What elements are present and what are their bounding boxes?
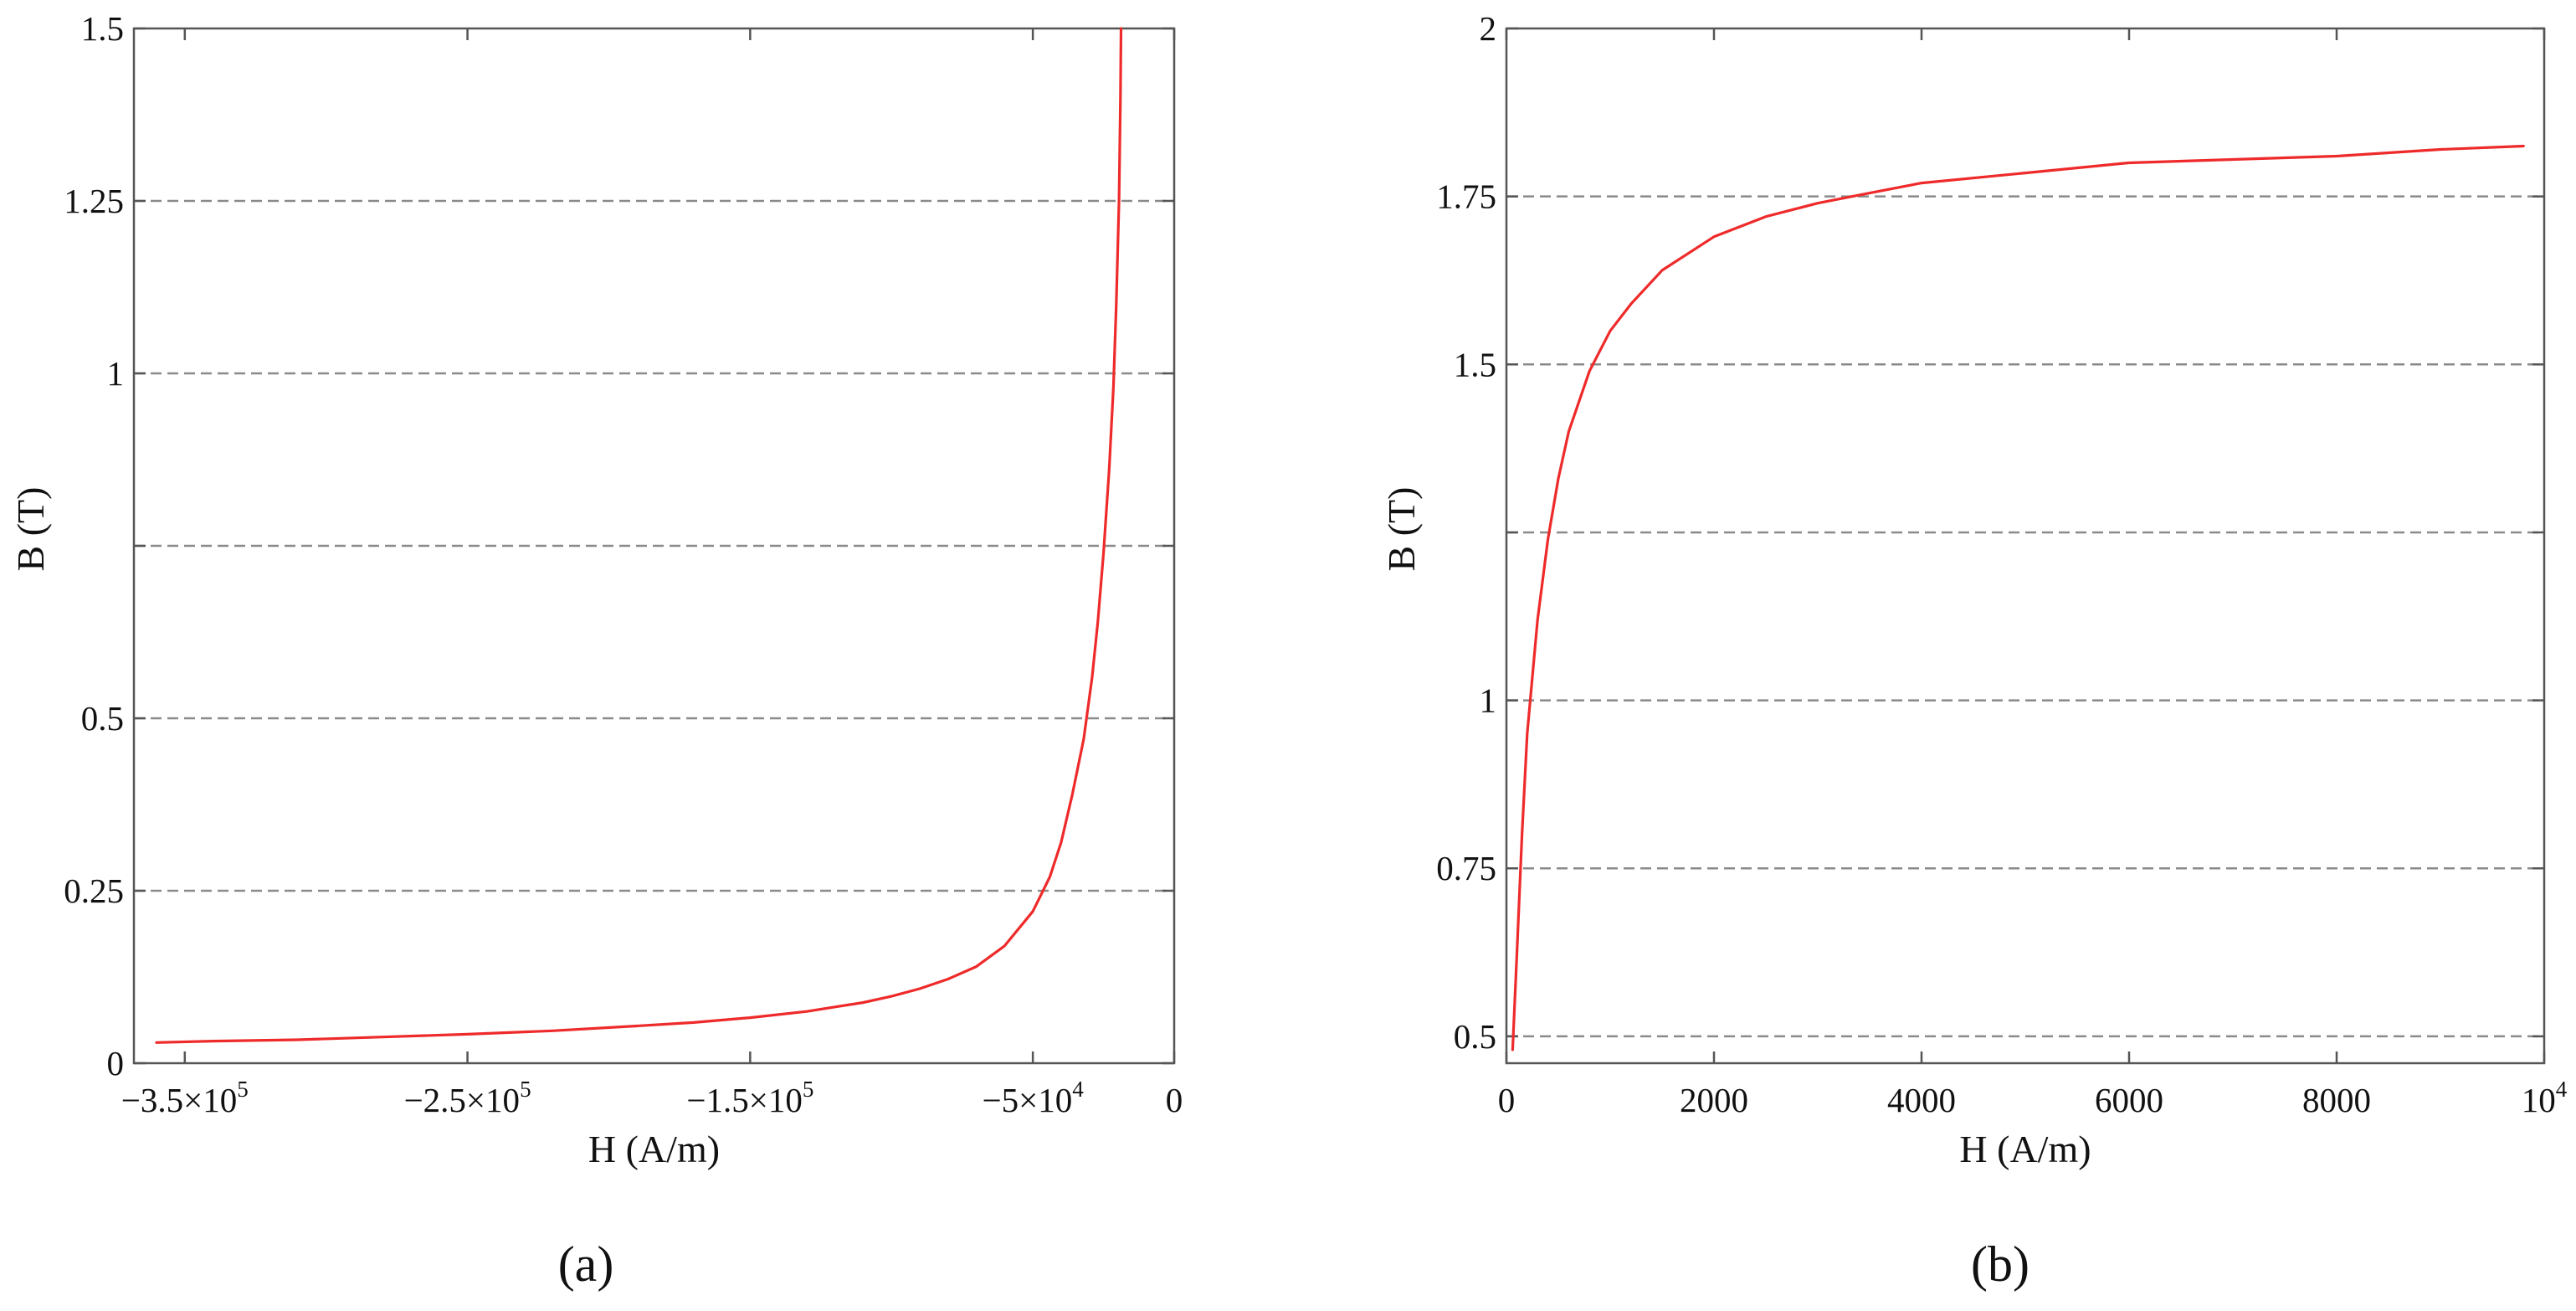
- x-tick-exponent: 5: [520, 1077, 531, 1102]
- x-tick-exponent: 4: [1072, 1077, 1084, 1102]
- x-tick-exponent: 5: [803, 1077, 814, 1102]
- x-tick-label: 104: [2522, 1077, 2568, 1119]
- x-tick-mantissa: 4000: [1887, 1081, 1956, 1119]
- y-tick-label: 0.25: [64, 871, 124, 910]
- x-tick-label: −1.5×105: [686, 1077, 813, 1119]
- x-tick-mantissa: 8000: [2302, 1081, 2371, 1119]
- chart-panel-b: 0.5 0.75 1 1.5 1.75 2 0 2000 4000 6000 8000 104 H (A…: [1380, 9, 2568, 1292]
- x-tick-mantissa: −3.5×10: [121, 1081, 238, 1119]
- x-tick-label: 0: [1498, 1081, 1516, 1119]
- x-tick-label: 8000: [2302, 1081, 2371, 1119]
- x-tick-mantissa: −5×10: [982, 1081, 1072, 1119]
- series-line: [155, 27, 1123, 1044]
- y-tick-label: 1: [1480, 681, 1497, 720]
- x-tick-label: −3.5×105: [121, 1077, 249, 1119]
- y-axis-label: B (T): [9, 487, 52, 572]
- x-tick-label: 0: [1166, 1081, 1183, 1119]
- y-tick-label: 0.5: [81, 699, 124, 738]
- y-axis-label: B (T): [1380, 487, 1423, 572]
- x-tick-label: −2.5×105: [404, 1077, 531, 1119]
- plot-frame: [1505, 27, 2546, 1065]
- x-tick-label: 4000: [1887, 1081, 1956, 1119]
- x-tick-label: −5×104: [982, 1077, 1084, 1119]
- x-tick-mantissa: −2.5×10: [404, 1081, 521, 1119]
- x-tick-mantissa: −1.5×10: [686, 1081, 803, 1119]
- x-tick-mantissa: 6000: [2095, 1081, 2163, 1119]
- x-tick-mantissa: 10: [2522, 1081, 2556, 1119]
- panel-label: (a): [558, 1236, 614, 1292]
- x-tick-mantissa: 0: [1166, 1081, 1183, 1119]
- x-axis-label: H (A/m): [1959, 1128, 2091, 1170]
- y-tick-label: 0.5: [1454, 1017, 1496, 1056]
- y-tick-label: 0: [107, 1044, 125, 1082]
- chart-panel-a: 00.250.511.251.5−3.5×105 −2.5×105 −1.5×105…: [9, 9, 1183, 1292]
- x-tick-label: 6000: [2095, 1081, 2163, 1119]
- y-tick-label: 1.5: [81, 9, 124, 48]
- y-tick-label: 1: [107, 354, 125, 393]
- y-tick-label: 0.75: [1436, 849, 1496, 887]
- y-tick-label: 1.5: [1454, 345, 1496, 383]
- x-tick-exponent: 4: [2556, 1077, 2568, 1102]
- x-tick-exponent: 5: [237, 1077, 249, 1102]
- x-tick-mantissa: 2000: [1680, 1081, 1748, 1119]
- y-tick-label: 1.75: [1436, 177, 1496, 216]
- x-axis-label: H (A/m): [588, 1128, 720, 1170]
- series-line: [1511, 144, 2525, 1051]
- panel-label: (b): [1971, 1236, 2029, 1292]
- y-tick-label: 1.25: [64, 182, 124, 220]
- x-tick-mantissa: 0: [1498, 1081, 1516, 1119]
- y-tick-label: 2: [1480, 9, 1497, 48]
- x-tick-label: 2000: [1680, 1081, 1748, 1119]
